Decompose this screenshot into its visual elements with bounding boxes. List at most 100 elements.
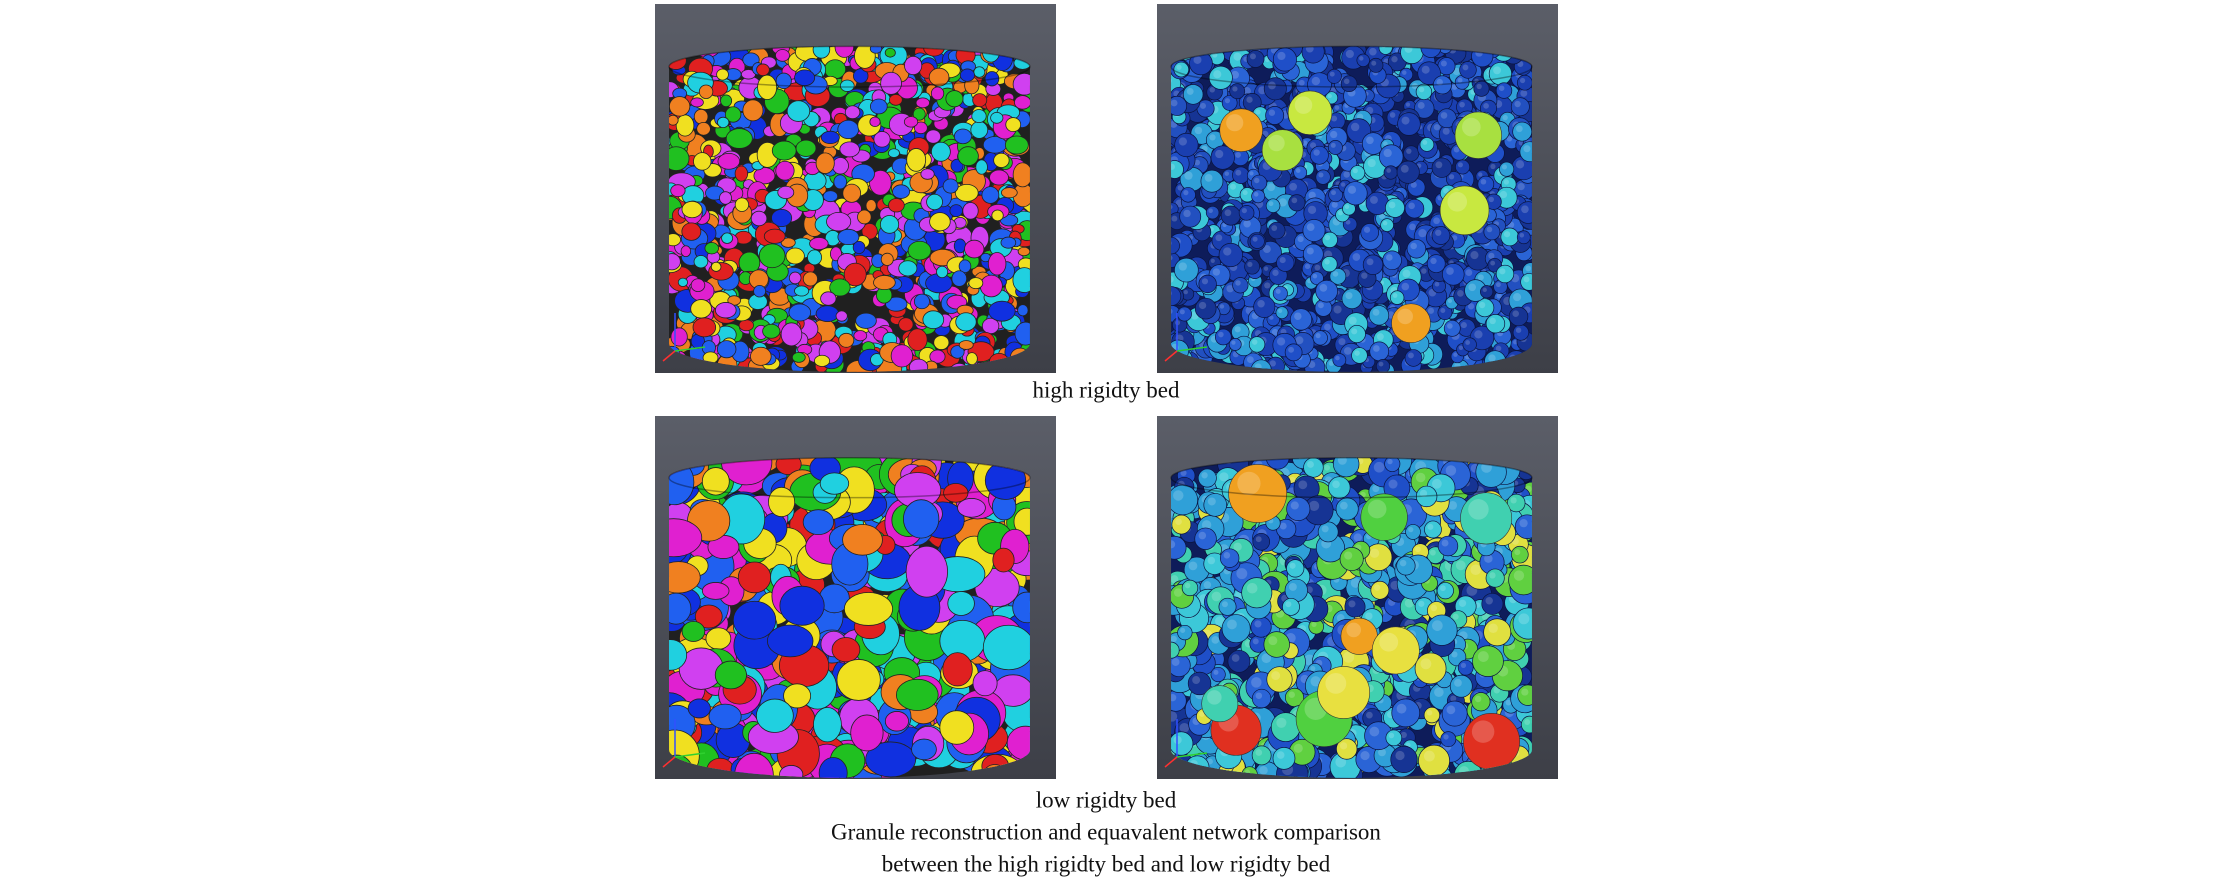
granule <box>906 148 927 172</box>
granule <box>820 291 837 306</box>
sphere-highlight <box>1523 145 1531 153</box>
granule <box>698 84 714 99</box>
granule <box>928 67 950 87</box>
granule <box>704 242 719 255</box>
granule <box>885 296 908 312</box>
sphere-highlight <box>1204 174 1213 182</box>
sphere-highlight <box>1370 195 1378 204</box>
sphere <box>1441 263 1465 286</box>
sphere-highlight <box>1288 346 1295 353</box>
sphere-highlight <box>1462 117 1481 137</box>
granule <box>888 198 905 213</box>
granules <box>1171 46 1532 372</box>
sphere-highlight <box>1319 284 1328 292</box>
sphere-highlight <box>1236 568 1248 580</box>
sphere-highlight <box>1448 174 1455 180</box>
granule <box>775 160 795 181</box>
sphere <box>1205 205 1220 220</box>
granule <box>670 184 686 198</box>
sphere <box>1326 68 1342 84</box>
sphere-highlight <box>1495 345 1502 352</box>
sphere-highlight <box>1314 264 1321 271</box>
sphere-highlight <box>1483 103 1489 109</box>
granule <box>939 710 975 745</box>
sphere <box>1365 191 1390 215</box>
granules <box>669 457 1030 778</box>
sphere-highlight <box>1442 127 1450 135</box>
sphere-highlight <box>1178 137 1187 146</box>
granule <box>988 300 1016 322</box>
sphere <box>1293 165 1308 180</box>
axis-x <box>662 350 676 362</box>
granule <box>693 152 712 171</box>
sphere <box>1332 353 1347 367</box>
granule <box>815 152 835 174</box>
sphere-highlight <box>1233 542 1242 551</box>
sphere-highlight <box>1252 236 1258 242</box>
sphere-highlight <box>1493 66 1501 75</box>
granules <box>669 46 1030 372</box>
sphere-highlight <box>1345 292 1353 300</box>
sphere <box>1383 165 1398 180</box>
sphere-highlight <box>1453 352 1458 357</box>
granule <box>831 637 861 663</box>
sphere-highlight <box>1271 225 1278 231</box>
sphere <box>1483 223 1501 241</box>
granule <box>725 128 753 149</box>
sphere-highlight <box>1515 327 1522 333</box>
sphere-highlight <box>1249 171 1254 176</box>
granule <box>814 354 831 367</box>
sphere-highlight <box>1219 472 1229 482</box>
granule <box>839 141 860 158</box>
sphere <box>1431 226 1451 245</box>
sphere-highlight <box>1372 308 1380 316</box>
sphere-highlight <box>1183 289 1188 295</box>
granule <box>763 228 786 244</box>
granule <box>972 93 988 108</box>
sphere-highlight <box>1171 99 1178 107</box>
sphere-highlight <box>1324 323 1331 331</box>
sphere-highlight <box>1465 340 1471 345</box>
sphere-highlight <box>1397 308 1413 325</box>
sphere-highlight <box>1279 257 1286 264</box>
sphere-highlight <box>1351 328 1358 335</box>
sphere-highlight <box>1453 146 1460 153</box>
granule <box>947 591 975 616</box>
granule <box>861 223 878 240</box>
granule <box>869 98 888 115</box>
sphere-highlight <box>1268 201 1274 207</box>
sphere-highlight <box>1435 161 1443 169</box>
sphere-highlight <box>1401 116 1410 125</box>
granule <box>890 344 914 368</box>
sphere-highlight <box>1388 201 1396 209</box>
granule <box>853 330 868 342</box>
granule <box>904 55 923 76</box>
granule <box>931 141 951 162</box>
sphere-highlight <box>1255 109 1261 115</box>
granule <box>842 183 862 203</box>
sphere-highlight <box>1215 149 1224 159</box>
sphere-highlight <box>1499 268 1506 275</box>
sphere <box>1440 731 1457 748</box>
sphere-highlight <box>1311 621 1317 628</box>
granule <box>675 114 695 137</box>
sphere <box>1343 181 1368 206</box>
granule <box>779 765 804 778</box>
sphere-highlight <box>1183 190 1189 196</box>
sphere <box>1520 273 1532 291</box>
sphere-highlight <box>1177 185 1183 191</box>
sphere-highlight <box>1309 142 1317 149</box>
sphere <box>1232 277 1249 294</box>
sphere-highlight <box>1235 280 1241 286</box>
sphere <box>1284 343 1303 362</box>
granule <box>865 199 877 212</box>
sphere <box>1321 256 1338 273</box>
sphere <box>1232 166 1250 184</box>
sphere <box>1315 279 1338 303</box>
granule <box>942 178 959 194</box>
sphere-highlight <box>1433 124 1441 131</box>
granule <box>979 274 1003 298</box>
sphere-highlight <box>1359 56 1364 61</box>
granule <box>1000 187 1018 199</box>
granule <box>880 71 902 95</box>
